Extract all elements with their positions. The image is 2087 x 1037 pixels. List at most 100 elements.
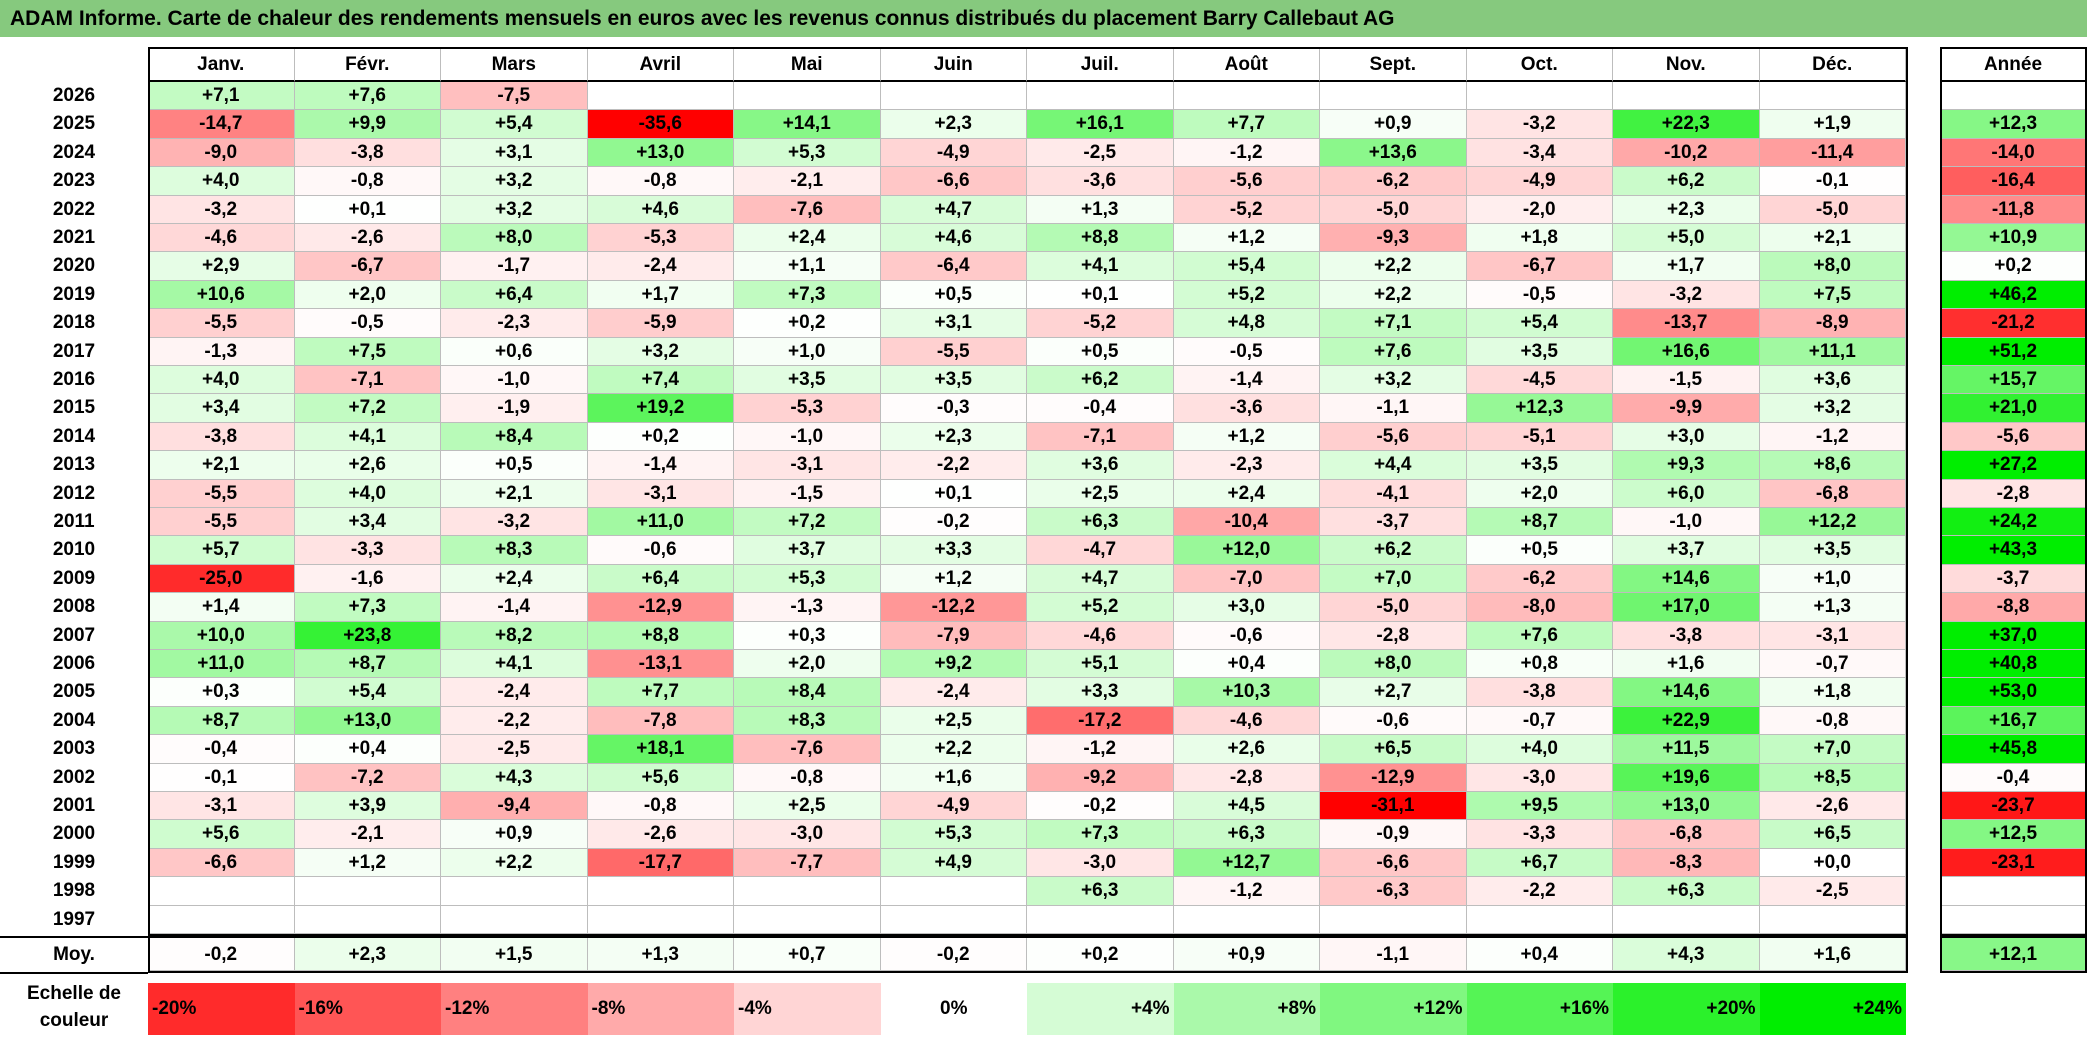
month-return-cell: +5,6 — [148, 820, 295, 849]
month-return-cell: -2,3 — [441, 309, 588, 338]
year-label: 2015 — [52, 397, 96, 419]
month-return-cell: +7,7 — [587, 678, 734, 707]
month-return-cell: -6,6 — [148, 848, 295, 878]
month-return-cell: -0,2 — [880, 508, 1027, 537]
month-return-cell: +5,4 — [1466, 309, 1613, 338]
month-return-cell: +7,1 — [148, 82, 295, 111]
month-return-cell: -17,2 — [1027, 706, 1174, 736]
month-return-cell: +3,5 — [1759, 536, 1906, 565]
month-return-cell: +2,2 — [441, 848, 588, 878]
month-return-cell: +2,1 — [441, 479, 588, 508]
month-return-cell: -8,0 — [1466, 593, 1613, 622]
month-return-cell: -7,8 — [587, 706, 734, 736]
month-return-cell: +2,5 — [1027, 479, 1174, 508]
month-return-cell: -2,3 — [1173, 451, 1320, 480]
month-return-cell: +0,1 — [1027, 280, 1174, 310]
month-return-cell: -11,4 — [1759, 138, 1906, 168]
month-return-cell: -1,5 — [1613, 366, 1760, 395]
month-return-cell: +1,8 — [1466, 224, 1613, 253]
month-return-cell: +3,5 — [734, 366, 881, 395]
month-return-cell: +13,0 — [1613, 792, 1760, 821]
month-return-cell: +0,2 — [587, 422, 734, 452]
month-return-cell: +2,3 — [880, 422, 1027, 452]
year-label: 2013 — [52, 454, 96, 476]
month-return-cell: +7,0 — [1320, 564, 1467, 594]
month-return-cell: -5,3 — [587, 224, 734, 253]
month-return-cell: -8,9 — [1759, 309, 1906, 338]
month-return-cell: +0,8 — [1466, 650, 1613, 679]
annual-return-cell: +53,0 — [1940, 678, 2087, 707]
annual-return-cell: -5,6 — [1940, 422, 2087, 452]
month-return-cell: +16,1 — [1027, 110, 1174, 139]
month-return-cell: -6,8 — [1759, 479, 1906, 508]
month-return-cell — [1320, 82, 1467, 111]
month-return-cell: -7,1 — [294, 366, 441, 395]
month-return-cell: -1,5 — [734, 479, 881, 508]
annual-return-cell: +37,0 — [1940, 621, 2087, 650]
month-return-cell: +8,0 — [441, 224, 588, 253]
month-return-cell: +8,7 — [294, 650, 441, 679]
month-return-cell: -5,2 — [1173, 195, 1320, 224]
month-return-cell: +3,0 — [1613, 422, 1760, 452]
year-label: 2018 — [52, 312, 96, 334]
month-return-cell: -5,6 — [1320, 422, 1467, 452]
month-return-cell: -0,7 — [1759, 650, 1906, 679]
month-return-cell: +1,0 — [734, 337, 881, 366]
month-return-cell: -9,3 — [1320, 224, 1467, 253]
month-return-cell: -3,7 — [1320, 508, 1467, 537]
month-return-cell: -13,1 — [587, 650, 734, 679]
month-return-cell: +2,2 — [880, 735, 1027, 764]
month-return-cell: -3,1 — [734, 451, 881, 480]
month-return-cell: -25,0 — [148, 564, 295, 594]
month-return-cell: +0,4 — [1173, 650, 1320, 679]
month-return-cell — [587, 877, 734, 906]
month-return-cell: +6,7 — [1466, 848, 1613, 878]
month-return-cell: +3,1 — [441, 138, 588, 168]
month-return-cell: -3,6 — [1173, 394, 1320, 423]
month-return-cell: +4,1 — [441, 650, 588, 679]
average-month-cell: +2,3 — [294, 938, 441, 971]
annual-return-cell — [1940, 877, 2087, 906]
month-return-cell: -4,6 — [1173, 706, 1320, 736]
month-return-cell: +8,3 — [441, 536, 588, 565]
month-return-cell: +1,3 — [1759, 593, 1906, 622]
year-label: 2017 — [52, 340, 96, 362]
month-return-cell: -7,0 — [1173, 564, 1320, 594]
month-return-cell: -4,1 — [1320, 479, 1467, 508]
month-return-cell: -12,9 — [587, 593, 734, 622]
month-header: Déc. — [1759, 47, 1906, 82]
year-label: 2023 — [52, 170, 96, 192]
month-return-cell: +5,0 — [1613, 224, 1760, 253]
month-return-cell: -6,2 — [1466, 564, 1613, 594]
month-return-cell: +1,7 — [1613, 252, 1760, 281]
month-return-cell: +0,5 — [880, 280, 1027, 310]
month-return-cell: +0,1 — [294, 195, 441, 224]
month-return-cell: +5,6 — [587, 763, 734, 792]
year-label: 2020 — [52, 255, 96, 277]
month-return-cell: -4,7 — [1027, 536, 1174, 565]
annual-return-cell: -0,4 — [1940, 763, 2087, 792]
month-return-cell: +3,7 — [734, 536, 881, 565]
month-return-cell: +3,3 — [880, 536, 1027, 565]
month-return-cell: +18,1 — [587, 735, 734, 764]
annual-return-cell — [1940, 905, 2087, 934]
month-return-cell: -4,6 — [1027, 621, 1174, 650]
month-return-cell: -13,7 — [1613, 309, 1760, 338]
color-scale-swatch: +20% — [1613, 983, 1760, 1035]
month-return-cell: -5,0 — [1320, 593, 1467, 622]
month-return-cell: +4,1 — [1027, 252, 1174, 281]
annual-return-cell: -3,7 — [1940, 564, 2087, 594]
month-return-cell: +12,2 — [1759, 508, 1906, 537]
month-return-cell: +7,3 — [1027, 820, 1174, 849]
month-return-cell: +7,3 — [734, 280, 881, 310]
annual-return-cell: +15,7 — [1940, 366, 2087, 395]
month-return-cell: +5,3 — [734, 564, 881, 594]
color-scale-swatch: 0% — [880, 983, 1027, 1035]
month-return-cell: +11,0 — [587, 508, 734, 537]
month-return-cell: +7,6 — [294, 82, 441, 111]
month-return-cell: +8,3 — [734, 706, 881, 736]
month-return-cell: +4,0 — [148, 366, 295, 395]
month-return-cell: -1,3 — [734, 593, 881, 622]
month-return-cell: +14,1 — [734, 110, 881, 139]
year-label: 2024 — [52, 141, 96, 163]
